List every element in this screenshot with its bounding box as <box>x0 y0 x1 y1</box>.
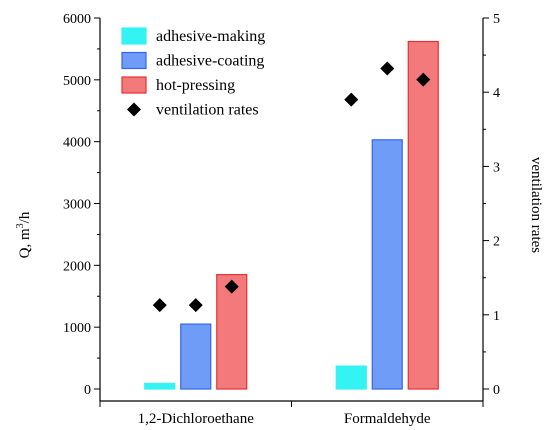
legend-label: hot-pressing <box>156 77 235 94</box>
y2-tick-label: 3 <box>493 160 500 175</box>
ventilation-marker <box>416 72 431 87</box>
y-tick-label: 0 <box>84 383 91 398</box>
bar <box>216 274 248 390</box>
legend-swatch <box>121 51 147 70</box>
y2-tick-label: 4 <box>493 86 500 101</box>
y2-tick-label: 5 <box>493 12 500 27</box>
bar <box>335 365 367 390</box>
legend: adhesive-making adhesive-coating hot-press… <box>121 27 265 119</box>
x-tick-label: 1,2-Dichloroethane <box>138 411 255 427</box>
legend-swatch <box>121 76 147 94</box>
ventilation-marker <box>152 298 167 313</box>
y-tick-label: 6000 <box>63 12 91 27</box>
y-axis-title: Q, m3/h <box>15 211 33 258</box>
bar <box>180 323 212 390</box>
y2-tick-label: 2 <box>493 235 500 250</box>
y-tick-label: 4000 <box>63 136 91 151</box>
bar <box>371 139 403 390</box>
ventilation-markers <box>152 61 431 313</box>
bar <box>407 40 439 390</box>
y-axis-title-suffix: /h <box>17 211 33 223</box>
y-axis-title-main: Q, m <box>17 228 33 258</box>
bar <box>144 382 176 390</box>
y-tick-label: 3000 <box>63 198 91 213</box>
ventilation-marker <box>188 298 203 313</box>
y2-tick-label: 0 <box>493 383 500 398</box>
y-tick-label: 1000 <box>63 321 91 336</box>
y2-tick-label: 1 <box>493 309 500 324</box>
legend-label: adhesive-coating <box>156 53 264 70</box>
y-tick-label: 2000 <box>63 259 91 274</box>
y-tick-label: 5000 <box>63 74 91 89</box>
legend-marker <box>127 102 141 117</box>
ventilation-marker <box>344 92 359 107</box>
legend-label: ventilation rates <box>156 102 259 119</box>
ventilation-marker <box>380 61 395 76</box>
legend-swatch <box>121 27 147 45</box>
y2-axis-title: ventilation rates <box>528 157 544 253</box>
y-axis-title-sup: 3 <box>15 223 26 228</box>
x-tick-label: Formaldehyde <box>344 411 431 427</box>
ventilation-marker <box>224 279 239 294</box>
bars <box>144 40 439 390</box>
ticks: 0 1000 2000 3000 4000 5000 6000 0 1 2 3 4 5 1,2-Dichl… <box>63 12 500 427</box>
legend-label: adhesive-making <box>156 28 265 45</box>
